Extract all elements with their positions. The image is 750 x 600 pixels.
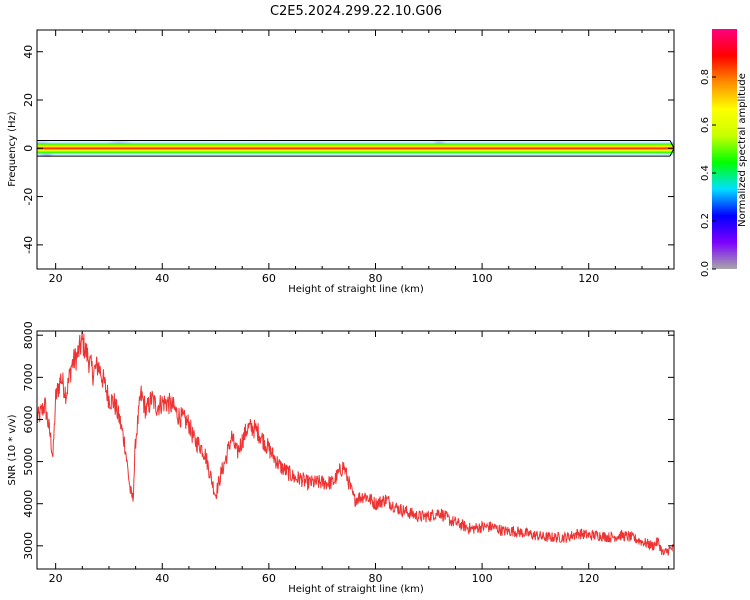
colorbar: 0.0 0.2 0.4 0.6 0.8 Normalized spectral ampl… (700, 29, 748, 277)
spectrogram-panel: 20 40 60 80 100 120 40 20 0 -20 -40 Height of stra… (7, 29, 675, 295)
colorbar-ticks: 0.0 0.2 0.4 0.6 0.8 (700, 69, 716, 277)
snr-y-axis-label: SNR (10 * v/v) (7, 414, 18, 485)
snr-y-tick-label: 3000 (22, 532, 35, 560)
colorbar-tick-label: 0.6 (700, 117, 711, 133)
spectrogram-y-tick-label: 20 (22, 93, 35, 107)
snr-x-tick-label: 80 (368, 572, 382, 585)
band-end-marker (669, 148, 674, 157)
colorbar-label: Normalized spectral amplitude (737, 73, 748, 227)
snr-x-tick-label: 40 (155, 572, 169, 585)
snr-frame (36, 330, 675, 570)
snr-x-tick-label: 100 (472, 572, 493, 585)
colorbar-tick-label: 0.8 (700, 69, 711, 85)
spectrogram-x-tick-label: 100 (472, 272, 493, 285)
snr-y-tick-label: 7000 (22, 363, 35, 391)
figure-title: C2E5.2024.299.22.10.G06 (270, 4, 442, 19)
spectrogram-y-axis-label: Frequency (Hz) (7, 111, 18, 187)
spectrogram-y-tick-label: -20 (22, 188, 35, 206)
snr-x-tick-label: 120 (578, 572, 599, 585)
dominant-frequency-band (37, 143, 674, 154)
snr-ticks: 20 40 60 80 100 120 8000 7000 6000 5000 4000 3000 (22, 321, 674, 585)
snr-y-tick-label: 5000 (22, 448, 35, 476)
colorbar-tick-label: 0.4 (700, 165, 711, 181)
snr-x-tick-label: 60 (262, 572, 276, 585)
spectrogram-y-tick-label: 40 (22, 45, 35, 59)
snr-y-tick-label: 8000 (22, 321, 35, 349)
spectrogram-x-tick-label: 80 (368, 272, 382, 285)
spectrogram-frame (36, 29, 675, 270)
spectrogram-y-tick-label: 0 (22, 145, 35, 152)
spectrogram-heatmap (37, 139, 674, 158)
snr-y-tick-label: 6000 (22, 405, 35, 433)
spectrogram-ticks: 20 40 60 80 100 120 40 20 0 -20 -40 (22, 30, 674, 285)
snr-panel: 20 40 60 80 100 120 8000 7000 6000 5000 4000 3000 H… (7, 321, 675, 595)
spectrogram-y-tick-label: -40 (22, 236, 35, 254)
snr-y-tick-label: 4000 (22, 490, 35, 518)
spectrogram-x-tick-label: 40 (155, 272, 169, 285)
snr-x-axis-label: Height of straight line (km) (288, 584, 424, 595)
spectrogram-x-axis-label: Height of straight line (km) (288, 284, 424, 295)
snr-series-line (37, 332, 674, 556)
colorbar-tick-label: 0.2 (700, 213, 711, 229)
spectrogram-x-tick-label: 20 (49, 272, 63, 285)
spectrogram-x-tick-label: 60 (262, 272, 276, 285)
colorbar-tick-label: 0.0 (700, 261, 711, 277)
spectrogram-x-tick-label: 120 (578, 272, 599, 285)
colorbar-gradient (712, 29, 737, 269)
band-end-marker (669, 140, 674, 149)
snr-x-tick-label: 20 (49, 572, 63, 585)
